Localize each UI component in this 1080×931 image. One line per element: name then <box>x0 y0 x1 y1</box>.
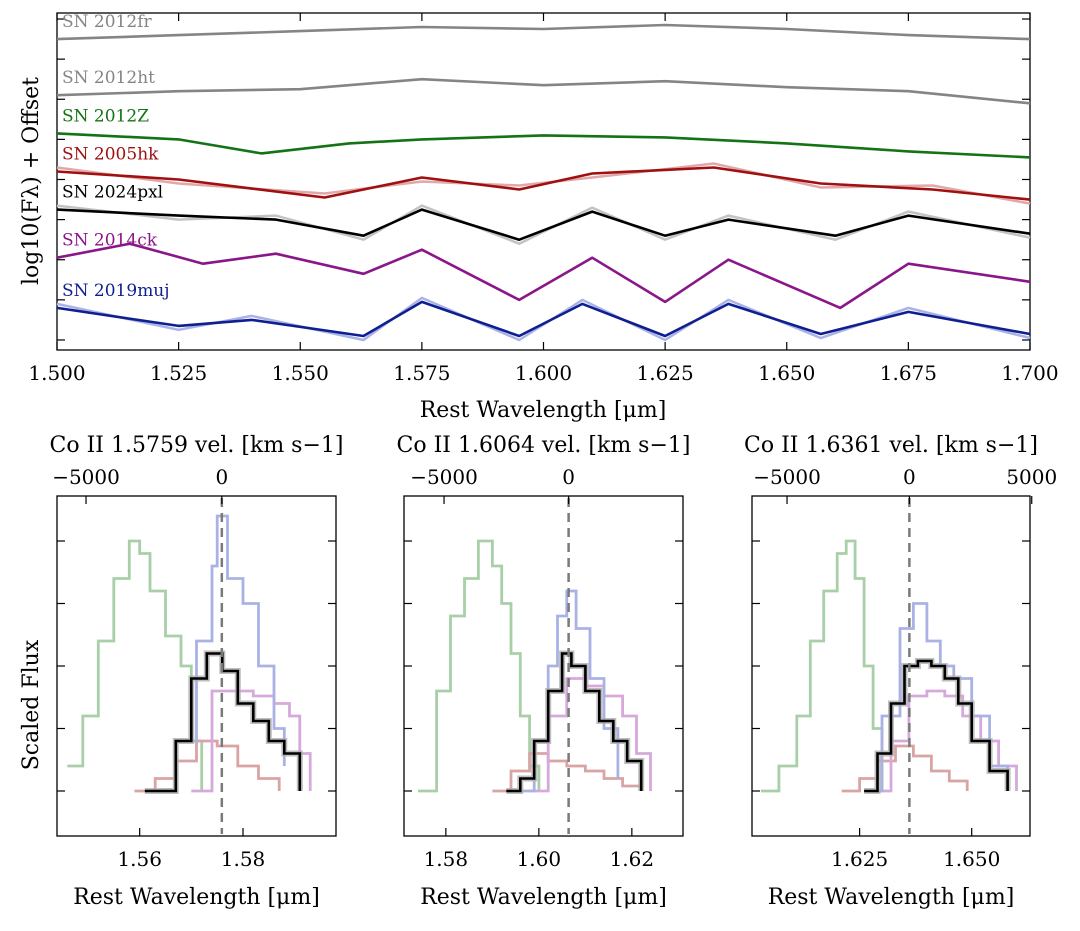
top-xtick-label: 1.675 <box>880 361 937 385</box>
panel-2-xlabel: Rest Wavelength [μm] <box>420 885 667 910</box>
top-xtick-label: 1.575 <box>393 361 450 385</box>
top-series-sn-2019muj <box>56 300 1031 338</box>
top-series-sn-2005hk <box>56 166 1031 201</box>
panel-2: 1.58 1.60 1.62 −5000 0 Co II 1.6064 vel. [km … <box>397 433 691 910</box>
label-sn-2012z: SN 2012Z <box>62 106 149 126</box>
bottom-ylabel: Scaled Flux <box>19 639 44 770</box>
panel-1-xtick-label: 1.58 <box>221 847 266 871</box>
panel-1-top-tick-label: −5000 <box>52 465 120 489</box>
top-xlabel: Rest Wavelength [μm] <box>420 398 667 423</box>
label-sn-2005hk: SN 2005hk <box>62 144 159 164</box>
label-sn-2024pxl: SN 2024pxl <box>62 183 163 203</box>
panel-3-series-sn-2014ck <box>873 689 1018 793</box>
top-series-sn-2012fr <box>56 23 1031 41</box>
panel-3-top-tick-label: 5000 <box>1006 465 1057 489</box>
top-xtick-label: 1.500 <box>28 361 85 385</box>
panel-3-series-sn-2019muj <box>868 602 1009 793</box>
top-ylabel: log10(Fλ) + Offset <box>19 77 44 285</box>
panel-2-xtick-label: 1.60 <box>517 847 562 871</box>
label-sn-2014ck: SN 2014ck <box>62 231 158 251</box>
panel-2-xtick-label: 1.62 <box>610 847 655 871</box>
top-series-sn-2012ht <box>56 77 1031 105</box>
panel-3-xlabel: Rest Wavelength [μm] <box>768 885 1015 910</box>
panel-3: 1.625 1.650 −5000 0 5000 Co II 1.6361 vel. [k… <box>744 433 1057 910</box>
panel-2-series-sn-2012z <box>418 539 541 793</box>
panel-1-series-sn-2019muj <box>155 514 286 793</box>
panel-3-title: Co II 1.6361 vel. [km s−1] <box>744 433 1038 458</box>
panel-2-top-tick-label: −5000 <box>410 465 478 489</box>
panel-1-xlabel: Rest Wavelength [μm] <box>73 885 320 910</box>
top-series-sn-2014ck <box>56 242 1031 310</box>
label-sn-2012fr: SN 2012fr <box>62 12 152 32</box>
panel-2-top-tick-label: 0 <box>562 465 575 489</box>
panel-3-xtick-label: 1.625 <box>831 847 888 871</box>
top-xtick-label: 1.700 <box>1001 361 1058 385</box>
top-panel: 1.500 1.525 1.550 1.575 1.600 1.625 1.650 1.675… <box>19 12 1059 423</box>
top-xtick-label: 1.525 <box>150 361 207 385</box>
panel-2-series-sn-2005hk <box>492 752 643 793</box>
bottom-panels: 1.56 1.58 −5000 0 Co II 1.5759 vel. [km s−1]… <box>50 433 1058 910</box>
top-series-sn-2024pxl <box>56 208 1031 241</box>
top-xtick-label: 1.600 <box>515 361 572 385</box>
panel-1-series-sn-2012z <box>67 539 204 791</box>
panel-1-top-tick-label: 0 <box>215 465 228 489</box>
panel-1-title: Co II 1.5759 vel. [km s−1] <box>50 433 344 458</box>
panel-2-xtick-label: 1.58 <box>424 847 469 871</box>
label-sn-2012ht: SN 2012ht <box>62 68 155 88</box>
panel-3-top-tick-label: 0 <box>903 465 916 489</box>
top-series-sn-2012z <box>56 132 1031 159</box>
panel-3-series-sn-2005hk <box>841 744 969 793</box>
panel-3-series-sn-2012z <box>761 539 884 793</box>
panel-1-xtick-label: 1.56 <box>117 847 162 871</box>
label-sn-2019muj: SN 2019muj <box>62 281 170 301</box>
top-raw-sn-2024pxl <box>56 204 1031 246</box>
panel-1-series-sn-2005hk <box>134 739 281 793</box>
top-xtick-label: 1.550 <box>272 361 329 385</box>
top-xtick-label: 1.650 <box>758 361 815 385</box>
panel-3-top-tick-label: −5000 <box>753 465 821 489</box>
top-xtick-label: 1.625 <box>636 361 693 385</box>
panel-1-series-sn-2024pxl <box>144 652 302 793</box>
panel-2-series-sn-2024pxl <box>506 652 643 793</box>
panel-2-title: Co II 1.6064 vel. [km s−1] <box>397 433 691 458</box>
panel-1: 1.56 1.58 −5000 0 Co II 1.5759 vel. [km s−1]… <box>50 433 344 910</box>
panel-3-series-sn-2024pxl <box>864 659 1009 793</box>
panel-3-xtick-label: 1.650 <box>943 847 1000 871</box>
